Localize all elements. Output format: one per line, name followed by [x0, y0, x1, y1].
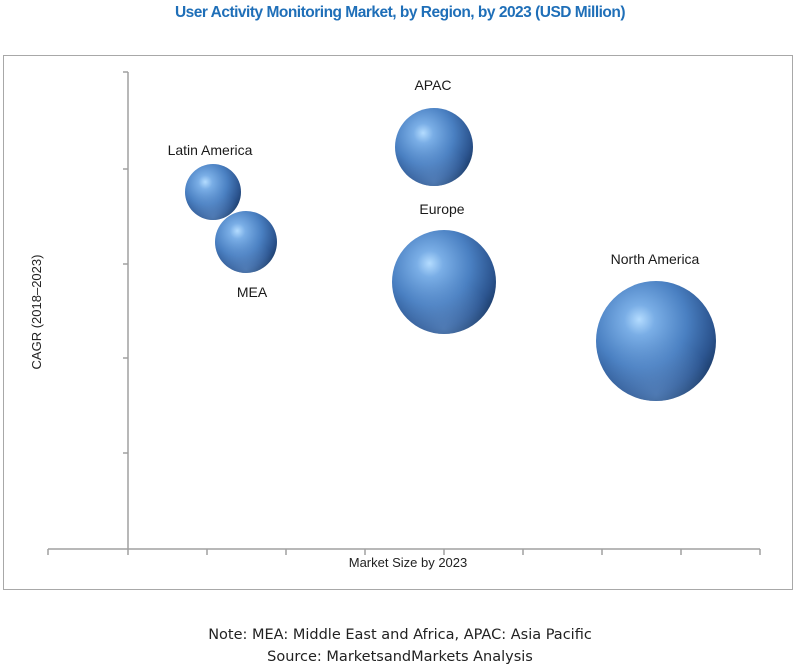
chart-frame	[3, 55, 793, 590]
footnote: Note: MEA: Middle East and Africa, APAC:…	[208, 627, 592, 643]
source-note: Source: MarketsandMarkets Analysis	[267, 649, 533, 665]
bubble-mea	[215, 211, 277, 273]
bubble-series	[185, 108, 716, 401]
y-axis-label: CAGR (2018–2023)	[29, 255, 44, 370]
y-axis	[123, 71, 129, 549]
bubble-latin-america	[185, 164, 241, 220]
x-axis	[47, 548, 761, 555]
bubble-plot: Market Size by 2023 CAGR (2018–2023) Lat…	[29, 71, 761, 570]
bubble-north-america	[596, 281, 716, 401]
bubble-label-mea: MEA	[237, 284, 268, 300]
x-axis-label: Market Size by 2023	[349, 555, 468, 570]
chart-title: User Activity Monitoring Market, by Regi…	[174, 4, 626, 21]
bubble-labels: Latin America MEA APAC Europe North America	[168, 77, 700, 300]
bubble-label-north-america: North America	[611, 251, 700, 267]
bubble-label-europe: Europe	[419, 201, 464, 217]
bubble-label-latin-america: Latin America	[168, 142, 253, 158]
bubble-apac	[395, 108, 473, 186]
bubble-europe	[392, 230, 496, 334]
bubble-label-apac: APAC	[414, 77, 451, 93]
